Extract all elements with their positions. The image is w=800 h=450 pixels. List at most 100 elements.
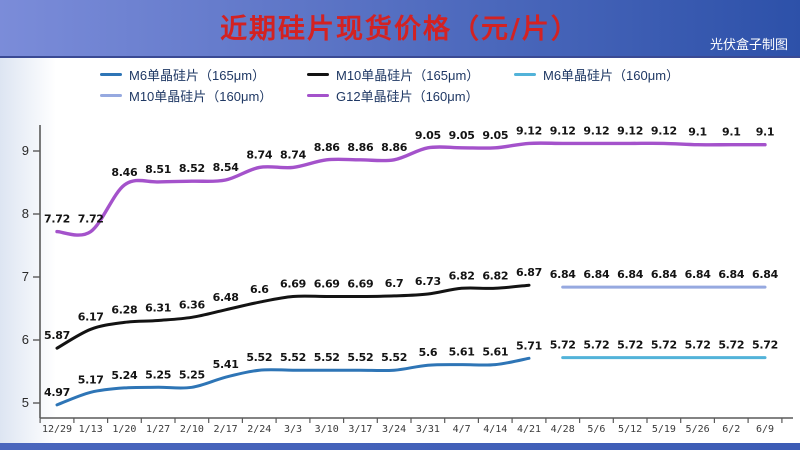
legend-line-swatch-m10-165 [307, 72, 329, 77]
x-tick-label: 5/6 [587, 424, 605, 435]
data-label: 4.97 [44, 386, 70, 399]
data-label: 9.12 [651, 124, 677, 137]
data-label: 9.12 [617, 124, 643, 137]
data-label: 8.52 [179, 162, 205, 175]
x-tick-label: 4/14 [483, 424, 507, 435]
legend-label: M10单晶硅片（160μm） [129, 89, 273, 104]
chart-region: 5 6 7 8 9 12/29 1/13 1/20 1/27 2/10 2/17 2/24 3/3 3/1… [0, 58, 800, 443]
data-label: 5.25 [145, 368, 171, 381]
data-label: 5.52 [246, 351, 272, 364]
data-label: 7.72 [78, 213, 104, 226]
data-label: 5.61 [482, 346, 508, 359]
data-label: 6.73 [415, 275, 441, 288]
legend-item-g12-160: G12单晶硅片（160μm） [307, 86, 514, 105]
data-label: 6.82 [449, 269, 475, 282]
x-tick-label: 12/29 [42, 424, 72, 435]
chart-legend: M6单晶硅片（165μm） M10单晶硅片（165μm） M6单晶硅片（160μm）… [0, 64, 800, 106]
data-label: 8.51 [145, 163, 171, 176]
data-label: 6.84 [550, 268, 577, 281]
x-tick-label: 4/28 [551, 424, 575, 435]
title-banner: 近期硅片现货价格（元/片） 光伏盒子制图 [0, 0, 800, 58]
legend-line-swatch-g12-160 [307, 93, 329, 98]
x-tick-label: 3/31 [416, 424, 440, 435]
legend-label: M6单晶硅片（165μm） [129, 68, 266, 83]
data-label: 9.05 [415, 129, 441, 142]
data-label: 5.25 [179, 368, 205, 381]
legend-item-m6-160: M6单晶硅片（160μm） [514, 65, 721, 84]
data-label: 9.1 [722, 126, 741, 139]
x-tick-label: 6/2 [722, 424, 740, 435]
data-label: 6.87 [516, 266, 542, 279]
data-label: 5.52 [347, 351, 373, 364]
data-label: 6.7 [385, 277, 404, 290]
data-label: 7.72 [44, 213, 70, 226]
data-label: 9.12 [583, 124, 609, 137]
data-label: 6.69 [280, 278, 306, 291]
data-label: 6.84 [718, 268, 745, 281]
legend-item-m10-165: M10单晶硅片（165μm） [307, 65, 514, 84]
data-label: 6.84 [685, 268, 712, 281]
x-tick-label: 5/12 [618, 424, 642, 435]
x-tick-label: 2/17 [214, 424, 238, 435]
data-label: 9.12 [516, 124, 542, 137]
data-label: 6.84 [752, 268, 779, 281]
data-label: 5.52 [280, 351, 306, 364]
data-label: 6.31 [145, 302, 171, 315]
data-label: 5.61 [449, 346, 475, 359]
legend-line-swatch-m10-160 [100, 93, 122, 98]
x-tick-label: 1/20 [112, 424, 136, 435]
x-tick-label: 1/13 [79, 424, 103, 435]
data-label: 5.72 [685, 339, 711, 352]
x-tick-label: 2/24 [247, 424, 271, 435]
data-label: 5.71 [516, 339, 542, 352]
data-label: 9.1 [756, 126, 775, 139]
legend-item-m6-165: M6单晶硅片（165μm） [100, 65, 307, 84]
x-tick-label: 2/10 [180, 424, 204, 435]
x-tick-label: 1/27 [146, 424, 170, 435]
price-line-chart: 5 6 7 8 9 12/29 1/13 1/20 1/27 2/10 2/17 2/24 3/3 3/1… [22, 124, 793, 435]
legend-row: M10单晶硅片（160μm） G12单晶硅片（160μm） [0, 85, 800, 106]
page-title: 近期硅片现货价格（元/片） [220, 14, 580, 45]
data-label: 5.72 [718, 339, 744, 352]
data-label: 8.46 [111, 166, 138, 179]
legend-item-m10-160: M10单晶硅片（160μm） [100, 86, 307, 105]
series-labels-m10-160: 6.84 6.84 6.84 6.84 6.84 6.84 6.84 [550, 268, 779, 281]
data-label: 9.05 [482, 129, 508, 142]
data-label: 8.74 [280, 148, 307, 161]
series-labels-m6-160: 5.72 5.72 5.72 5.72 5.72 5.72 5.72 [550, 339, 779, 352]
series-labels-m6-165: 4.97 5.17 5.24 5.25 5.25 5.41 5.52 5.52 5.52 5.52… [44, 339, 542, 399]
x-tick-label: 4/7 [453, 424, 471, 435]
data-label: 6.84 [583, 268, 610, 281]
bottom-accent-bar [0, 443, 800, 450]
credit-text: 光伏盒子制图 [709, 37, 788, 52]
data-label: 6.69 [347, 278, 373, 291]
data-label: 5.72 [617, 339, 643, 352]
data-label: 8.86 [381, 141, 408, 154]
y-tick-label: 7 [22, 269, 29, 284]
y-tick-label: 8 [22, 206, 29, 221]
data-label: 8.86 [314, 141, 341, 154]
data-label: 5.52 [314, 351, 340, 364]
data-label: 5.72 [651, 339, 677, 352]
data-label: 6.69 [314, 278, 340, 291]
data-label: 6.84 [651, 268, 678, 281]
data-label: 6.6 [250, 283, 269, 296]
data-label: 5.72 [752, 339, 778, 352]
data-label: 5.17 [78, 373, 104, 386]
legend-label: G12单晶硅片（160μm） [336, 89, 479, 104]
legend-line-swatch-m6-160 [514, 72, 536, 77]
legend-label: M10单晶硅片（165μm） [336, 68, 480, 83]
data-label: 6.82 [482, 269, 508, 282]
legend-label: M6单晶硅片（160μm） [543, 68, 680, 83]
data-label: 6.17 [78, 310, 104, 323]
data-label: 5.52 [381, 351, 407, 364]
data-label: 8.54 [213, 161, 240, 174]
series-line-m10-165 [55, 283, 531, 350]
data-label: 8.74 [246, 148, 273, 161]
data-label: 5.72 [583, 339, 609, 352]
x-tick-label: 5/26 [686, 424, 710, 435]
y-tick-label: 6 [22, 332, 29, 347]
data-label: 6.48 [213, 291, 239, 304]
legend-row: M6单晶硅片（165μm） M10单晶硅片（165μm） M6单晶硅片（160μm） [0, 64, 800, 85]
